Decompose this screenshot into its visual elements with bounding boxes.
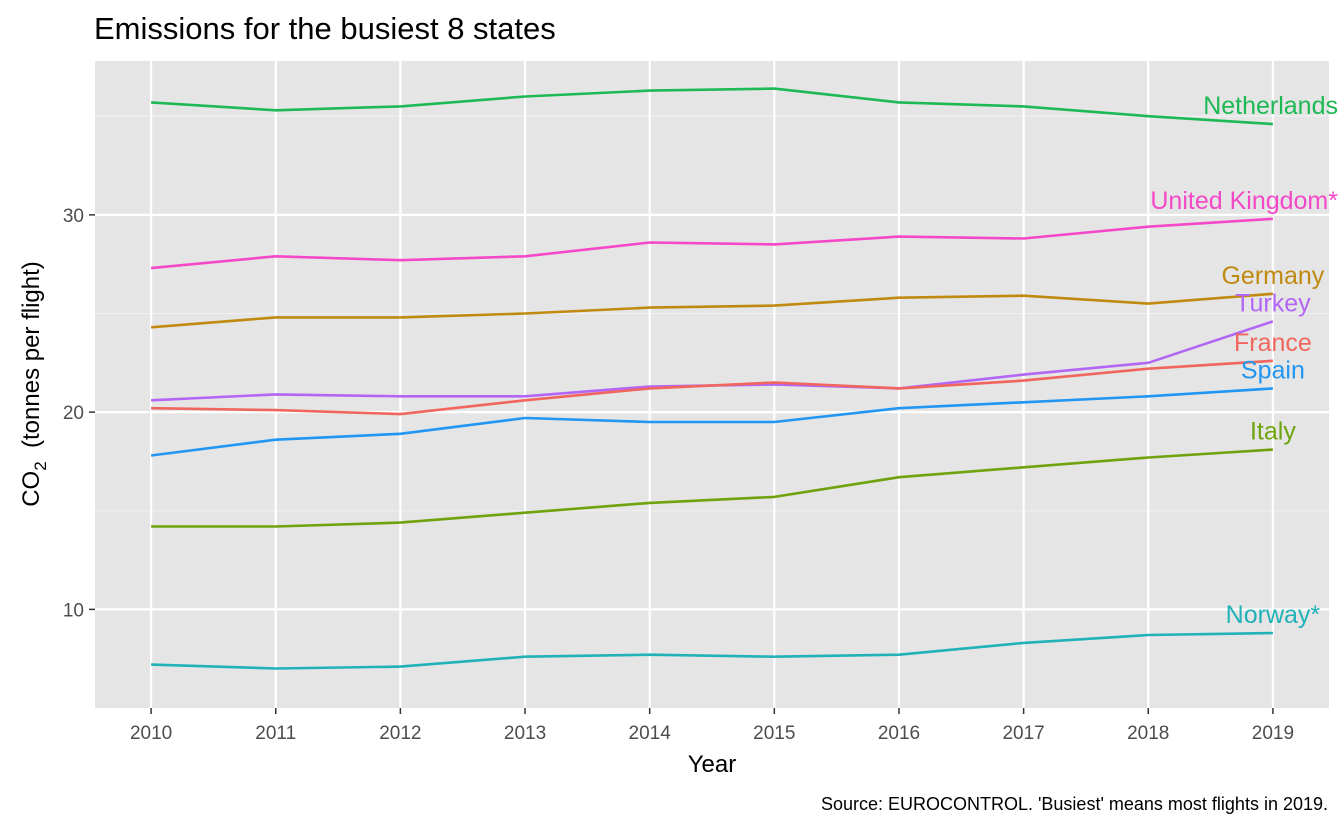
series-line-netherlands	[151, 87, 1273, 126]
series-label-netherlands: Netherlands	[1203, 92, 1338, 120]
series-line-germany	[150, 292, 1274, 329]
series-label-turkey: Turkey	[1235, 289, 1311, 317]
series-label-germany: Germany	[1221, 262, 1324, 290]
x-tick-label: 2018	[1127, 723, 1169, 744]
series-line-spain	[150, 387, 1273, 457]
x-tick-label: 2012	[379, 723, 421, 744]
x-tick-label: 2015	[753, 723, 795, 744]
x-tick-label: 2010	[130, 723, 172, 744]
major-gridlines	[95, 61, 1329, 708]
series-label-france: France	[1234, 329, 1312, 357]
y-axis: 10 20 30	[63, 206, 95, 621]
y-axis-title-main: CO	[18, 471, 45, 507]
x-tick-label: 2014	[629, 723, 672, 744]
x-axis: 2010 2011 2012 2013 2014 2015 2016 2017 2018 2019	[130, 708, 1294, 744]
x-tick-label: 2019	[1252, 723, 1294, 744]
x-axis-title: Year	[688, 751, 737, 778]
x-tick-label: 2013	[504, 723, 546, 744]
series-line-france	[151, 359, 1273, 416]
minor-gridlines	[95, 115, 1329, 512]
x-tick-label: 2011	[255, 723, 296, 744]
series-lines	[150, 87, 1274, 670]
chart-caption: Source: EUROCONTROL. 'Busiest' means mos…	[821, 794, 1328, 814]
x-tick-label: 2017	[1002, 723, 1044, 744]
series-label-spain: Spain	[1241, 356, 1305, 384]
series-label-norway: Norway*	[1226, 601, 1321, 629]
chart-title: Emissions for the busiest 8 states	[94, 11, 556, 46]
y-tick-label: 30	[63, 206, 84, 227]
y-axis-title: CO2 (tonnes per flight)	[18, 261, 50, 507]
series-label-italy: Italy	[1250, 418, 1296, 446]
series-label-united-kingdom: United Kingdom*	[1150, 187, 1338, 215]
y-tick-label: 20	[63, 403, 84, 424]
y-axis-title-subscript: 2	[31, 461, 50, 470]
series-line-norway	[151, 631, 1273, 670]
y-axis-title-units: (tonnes per flight)	[18, 261, 45, 461]
x-tick-label: 2016	[878, 723, 920, 744]
series-line-italy	[151, 448, 1273, 528]
series-line-united-kingdom	[150, 217, 1273, 270]
y-tick-label: 10	[63, 600, 84, 621]
